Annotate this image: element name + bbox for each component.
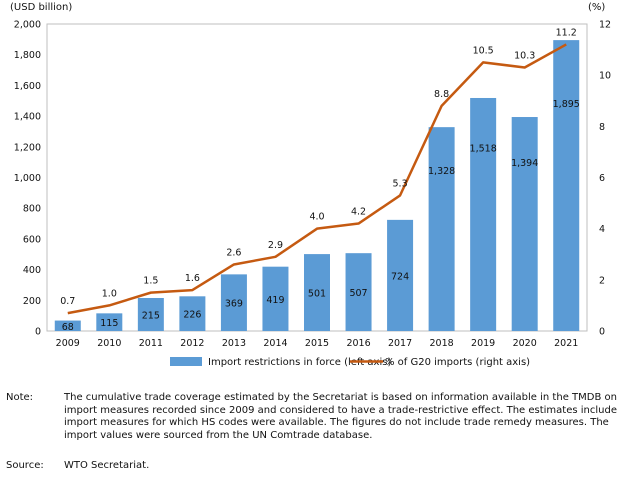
right-axis-title: (%) xyxy=(588,2,606,13)
line-value-label: 8.8 xyxy=(434,89,449,100)
left-axis-tick-label: 1,000 xyxy=(14,173,41,184)
note-text: The cumulative trade coverage estimated … xyxy=(64,392,617,441)
x-tick-label: 2020 xyxy=(513,338,537,349)
right-axis-tick-label: 0 xyxy=(599,327,605,338)
bar xyxy=(511,117,538,332)
bar-value-label: 507 xyxy=(349,288,367,299)
line-value-label: 10.5 xyxy=(473,45,494,56)
line-value-label: 4.2 xyxy=(351,207,366,218)
left-axis-tick-label: 600 xyxy=(23,234,41,245)
line-value-label: 2.9 xyxy=(268,240,283,251)
x-tick-label: 2017 xyxy=(388,338,412,349)
right-axis-tick-label: 6 xyxy=(599,173,605,184)
x-tick-label: 2013 xyxy=(222,338,246,349)
bar xyxy=(96,313,123,331)
bar-value-label: 1,518 xyxy=(470,144,497,155)
x-tick-label: 2018 xyxy=(430,338,454,349)
right-axis-tick-label: 2 xyxy=(599,275,605,286)
left-axis-tick-label: 1,400 xyxy=(14,112,41,123)
left-axis-tick-label: 400 xyxy=(23,265,41,276)
line-value-label: 2.6 xyxy=(226,247,241,258)
left-axis-tick-label: 2,000 xyxy=(14,20,41,31)
left-axis-tick-label: 800 xyxy=(23,204,41,215)
right-axis-tick-label: 4 xyxy=(599,224,605,235)
bar-value-label: 1,394 xyxy=(511,158,538,169)
left-axis-tick-label: 1,600 xyxy=(14,81,41,92)
bar xyxy=(54,320,81,331)
bar xyxy=(137,297,164,331)
right-axis-tick-label: 8 xyxy=(599,122,605,133)
left-axis-tick-label: 0 xyxy=(35,327,41,338)
bar xyxy=(262,266,289,331)
bar-value-label: 115 xyxy=(100,318,118,329)
bar xyxy=(179,296,206,331)
legend-line-label: % of G20 imports (right axis) xyxy=(385,357,530,368)
bar-value-label: 724 xyxy=(391,271,409,282)
line-series xyxy=(67,43,567,315)
line-value-label: 11.2 xyxy=(556,27,577,38)
x-tick-label: 2016 xyxy=(346,338,370,349)
line-value-label: 5.3 xyxy=(393,178,408,189)
bar xyxy=(387,219,414,331)
line-value-label: 4.0 xyxy=(309,212,324,223)
source-label: Source: xyxy=(6,460,44,471)
combo-chart: 0 200 400 600 800 1,000 1,200 1,400 1,600 1,800 2,… xyxy=(14,20,611,369)
bar-value-label: 1,895 xyxy=(553,99,580,110)
bar xyxy=(470,97,497,331)
bar xyxy=(345,253,372,331)
x-tick-label: 2012 xyxy=(180,338,204,349)
left-axis-tick-label: 1,800 xyxy=(14,50,41,61)
legend-bar-label: Import restrictions in force (left axis) xyxy=(208,357,391,368)
bar-value-label: 215 xyxy=(142,310,160,321)
x-tick-label: 2014 xyxy=(263,338,287,349)
legend-bar-swatch xyxy=(170,357,202,366)
x-tick-label: 2009 xyxy=(56,338,80,349)
bar xyxy=(220,274,247,331)
bar-value-label: 68 xyxy=(62,322,74,333)
bar xyxy=(553,40,580,332)
bar-value-label: 419 xyxy=(266,295,284,306)
left-axis-tick-label: 1,200 xyxy=(14,142,41,153)
left-axis-title: (USD billion) xyxy=(10,2,73,13)
x-tick-label: 2019 xyxy=(471,338,495,349)
left-axis-tick-label: 200 xyxy=(23,296,41,307)
x-tick-label: 2010 xyxy=(97,338,121,349)
bar xyxy=(304,254,330,331)
line-value-label: 1.6 xyxy=(185,273,200,284)
right-axis-tick-label: 10 xyxy=(599,71,611,82)
line-value-label: 0.7 xyxy=(60,296,75,307)
note-label: Note: xyxy=(6,392,34,403)
bar-value-label: 369 xyxy=(225,299,243,310)
line-value-label: 10.3 xyxy=(514,50,535,61)
line-value-label: 1.5 xyxy=(143,276,158,287)
x-tick-label: 2011 xyxy=(139,338,163,349)
bar-value-label: 501 xyxy=(308,289,326,300)
line-value-label: 1.0 xyxy=(102,288,117,299)
right-axis-tick-label: 12 xyxy=(599,20,611,31)
bar-value-label: 1,328 xyxy=(428,166,455,177)
x-tick-label: 2015 xyxy=(305,338,329,349)
bar-value-label: 226 xyxy=(183,310,201,321)
bar xyxy=(428,127,455,331)
source-text: WTO Secretariat. xyxy=(64,460,150,471)
x-tick-label: 2021 xyxy=(554,338,578,349)
